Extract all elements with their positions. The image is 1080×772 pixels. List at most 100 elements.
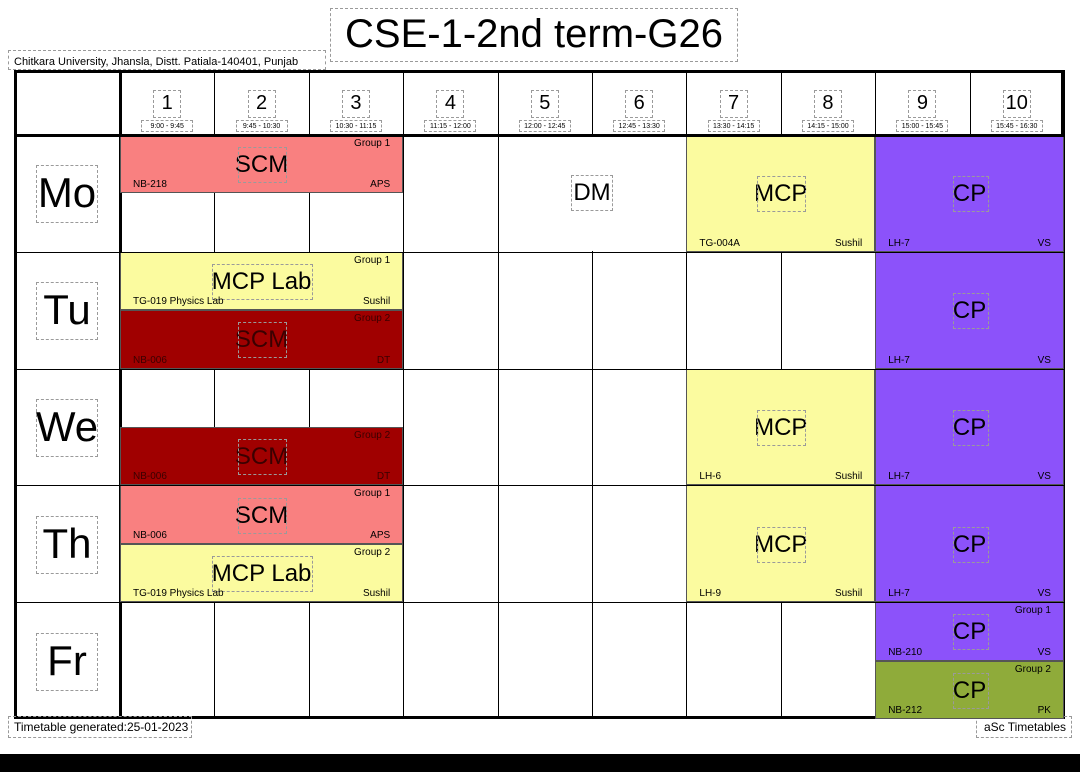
group-label: Group 1 [354, 254, 391, 266]
teacher-label: Sushil [362, 296, 391, 308]
grid-col-line [403, 70, 405, 719]
period-number: 6 [633, 92, 645, 114]
group-label: Group 2 [1014, 663, 1051, 675]
room-label: NB-210 [888, 646, 923, 658]
period-time: 12:45 - 13:30 [618, 123, 660, 130]
day-label: Tu [43, 286, 91, 334]
page-title: CSE-1-2nd term-G26 [345, 12, 723, 56]
teacher-label: DT [376, 354, 391, 366]
group-label: Group 1 [354, 488, 391, 500]
period-time: 14:15 - 15:00 [807, 123, 849, 130]
teacher-label: DT [376, 471, 391, 483]
period-number: 3 [350, 92, 362, 114]
grid-row-line [14, 485, 1064, 487]
room-label: LH-7 [888, 354, 910, 366]
lesson-subject: MCP [754, 180, 808, 208]
group-label: Group 2 [354, 546, 391, 558]
teacher-label: VS [1037, 588, 1051, 600]
period-time: 11:15 - 12:00 [430, 123, 471, 130]
lesson-subject: CP [952, 413, 987, 441]
room-label: NB-006 [133, 529, 167, 541]
lesson-subject: CP [952, 530, 987, 558]
period-number: 8 [822, 92, 834, 114]
period-time: 15:00 - 15:45 [901, 123, 944, 130]
bottom-bar [0, 754, 1080, 772]
lesson-card-mcp[interactable]: MCP LH-9 Sushil [686, 485, 876, 603]
lesson-subject: CP [952, 180, 987, 208]
period-time: 9:45 - 10:30 [242, 123, 281, 130]
lesson-subject: SCM [234, 501, 289, 529]
lesson-subject: CP [952, 676, 987, 704]
lesson-card-cp[interactable]: CP LH-7 VS [875, 135, 1064, 252]
institution-name: Chitkara University, Jhansla, Distt. Pat… [14, 56, 299, 68]
lesson-card-scm[interactable]: SCM Group 2 NB-006 DT [120, 310, 404, 369]
lesson-subject: SCM [234, 326, 289, 354]
teacher-label: Sushil [362, 588, 391, 600]
teacher-label: APS [370, 179, 391, 191]
timetable-grid: SCM Group 1 NB-218 APS DM MCP TG-004A Sushil CP L… [14, 70, 1065, 719]
period-time: 13:30 - 14:15 [712, 123, 755, 130]
lesson-card-mcp[interactable]: MCP LH-6 Sushil [686, 368, 876, 486]
group-label: Group 2 [354, 313, 391, 325]
teacher-label: Sushil [834, 471, 863, 483]
lesson-card-mcp[interactable]: MCP TG-004A Sushil [686, 135, 876, 252]
teacher-label: APS [370, 529, 391, 541]
lesson-card-cp[interactable]: CP LH-7 VS [875, 251, 1064, 369]
lesson-subject: MCP [754, 530, 808, 558]
lesson-card-cp[interactable]: CP Group 1 NB-210 VS [875, 602, 1064, 661]
lesson-subject: MCP [754, 413, 808, 441]
lesson-card-cp[interactable]: CP Group 2 NB-212 PK [875, 660, 1064, 719]
day-label: Mo [37, 169, 97, 217]
grid-col-line [214, 70, 216, 719]
lesson-card-cp[interactable]: CP LH-7 VS [875, 368, 1064, 486]
room-label: TG-019 Physics Lab [133, 296, 224, 308]
teacher-label: PK [1037, 704, 1051, 716]
grid-col-line [308, 70, 310, 719]
room-label: NB-212 [888, 704, 923, 716]
lesson-subject: MCP Lab [211, 559, 312, 587]
period-number: 4 [444, 92, 456, 114]
period-time: 15:45 - 16:30 [996, 123, 1038, 130]
group-label: Group 1 [354, 138, 391, 149]
generated-date: Timetable generated:25-01-2023 [14, 720, 189, 734]
room-label: NB-006 [133, 354, 167, 366]
period-time: 12:00 - 12:45 [524, 123, 566, 130]
room-label: TG-019 Physics Lab [133, 588, 224, 600]
room-label: NB-218 [133, 179, 167, 191]
lesson-subject: SCM [234, 443, 289, 471]
period-number: 7 [728, 92, 740, 114]
lesson-card-mcp-lab[interactable]: MCP Lab Group 2 TG-019 Physics Lab Sushil [120, 543, 404, 603]
lesson-card-scm[interactable]: SCM Group 2 NB-006 DT [120, 427, 404, 486]
lesson-card-mcp-lab[interactable]: MCP Lab Group 1 TG-019 Physics Lab Sushil [120, 251, 404, 311]
grid-col-line [119, 70, 122, 719]
lesson-subject: DM [573, 179, 611, 207]
lesson-card-scm[interactable]: SCM Group 1 NB-006 APS [120, 485, 404, 544]
day-label: We [35, 403, 99, 450]
teacher-label: VS [1037, 237, 1051, 249]
lesson-subject: MCP Lab [211, 267, 312, 295]
lesson-subject: CP [952, 618, 987, 646]
group-label: Group 1 [1014, 605, 1051, 617]
room-label: TG-004A [699, 237, 740, 249]
grid-row-line [14, 251, 1064, 253]
lesson-card-scm[interactable]: SCM Group 1 NB-218 APS [120, 135, 404, 194]
room-label: LH-7 [888, 237, 910, 249]
room-label: LH-6 [699, 471, 722, 483]
room-label: LH-7 [888, 588, 910, 600]
room-label: NB-006 [133, 471, 167, 483]
teacher-label: VS [1037, 354, 1051, 366]
day-label: Fr [47, 636, 87, 684]
lesson-subject: CP [952, 297, 987, 325]
grid-col-line [1064, 70, 1065, 719]
period-number: 1 [161, 92, 173, 114]
grid-col-line [592, 70, 593, 719]
grid-row-line [14, 368, 1064, 370]
period-number: 10 [1005, 92, 1028, 114]
grid-col-line [497, 70, 499, 719]
lesson-card-cp[interactable]: CP LH-7 VS [875, 485, 1064, 603]
lesson-subject: SCM [234, 151, 289, 179]
teacher-label: Sushil [834, 588, 863, 600]
period-number: 5 [539, 92, 551, 114]
period-number: 2 [256, 92, 268, 114]
period-number: 9 [916, 92, 928, 114]
